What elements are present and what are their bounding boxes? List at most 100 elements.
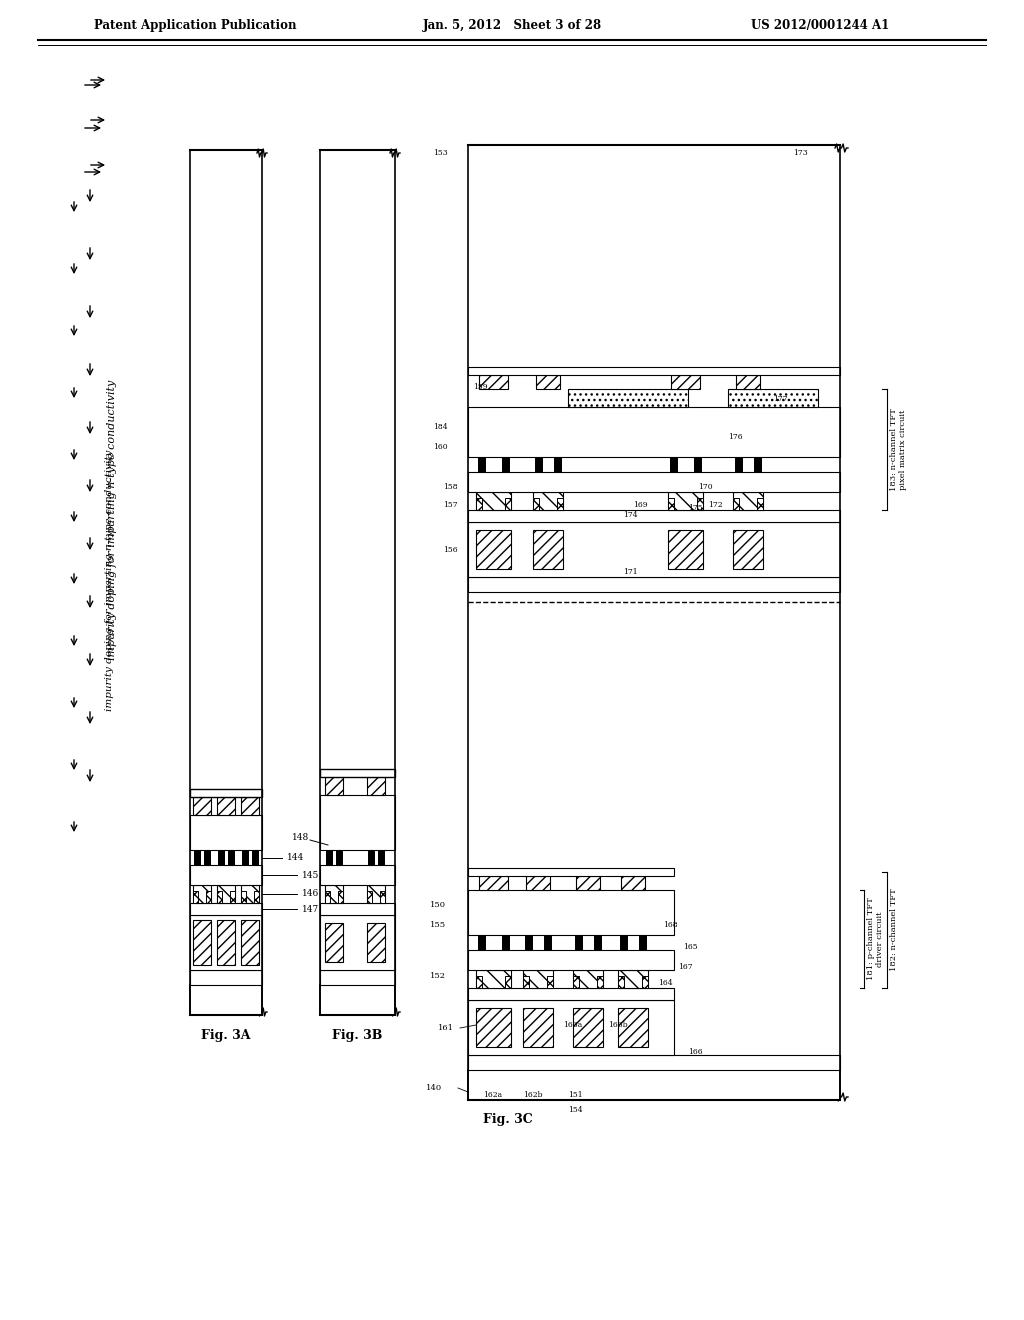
Bar xyxy=(733,492,763,510)
Bar xyxy=(241,891,246,903)
Text: Fig. 3A: Fig. 3A xyxy=(202,1028,251,1041)
Text: 163a: 163a xyxy=(563,1020,583,1030)
Bar xyxy=(468,367,840,375)
Bar xyxy=(325,884,343,903)
Text: 163b: 163b xyxy=(608,1020,628,1030)
Bar xyxy=(190,915,262,970)
Bar xyxy=(378,850,384,865)
Bar xyxy=(476,1008,511,1047)
Bar xyxy=(728,389,818,407)
Text: 145: 145 xyxy=(302,870,319,879)
Bar xyxy=(190,903,262,915)
Bar xyxy=(468,473,840,492)
Bar xyxy=(325,923,343,962)
Bar xyxy=(206,891,211,903)
Bar xyxy=(338,891,343,903)
Bar xyxy=(476,975,482,987)
Bar xyxy=(668,492,703,510)
Bar xyxy=(217,891,222,903)
Bar xyxy=(618,970,648,987)
Text: 175: 175 xyxy=(688,504,702,512)
Bar xyxy=(554,457,561,473)
Bar xyxy=(319,865,395,884)
Bar xyxy=(568,389,688,407)
Bar xyxy=(193,797,211,814)
Bar xyxy=(757,498,763,510)
Text: impurity doping for imparting n-type conductivity: impurity doping for imparting n-type con… xyxy=(105,449,115,710)
Bar xyxy=(479,876,508,890)
Bar xyxy=(193,891,198,903)
Bar xyxy=(526,876,550,890)
Bar xyxy=(468,869,674,876)
Bar xyxy=(697,498,703,510)
Text: 177: 177 xyxy=(773,395,787,403)
Bar xyxy=(639,935,646,950)
Bar xyxy=(319,970,395,985)
Bar xyxy=(668,531,703,569)
Bar xyxy=(319,915,395,970)
Text: Fig. 3B: Fig. 3B xyxy=(332,1028,382,1041)
Bar xyxy=(468,521,840,577)
Bar xyxy=(468,950,674,970)
Bar xyxy=(534,498,539,510)
Bar xyxy=(573,975,579,987)
Bar xyxy=(523,975,529,987)
Bar xyxy=(468,510,840,521)
Bar xyxy=(241,920,259,965)
Bar xyxy=(252,850,258,865)
Text: 161: 161 xyxy=(438,1024,454,1032)
Text: 140: 140 xyxy=(426,1084,442,1092)
Text: 151: 151 xyxy=(568,1092,583,1100)
Bar xyxy=(547,975,553,987)
Text: 166: 166 xyxy=(688,1048,702,1056)
Bar xyxy=(230,891,234,903)
Bar xyxy=(505,498,511,510)
Bar xyxy=(468,890,674,935)
Bar xyxy=(319,795,395,850)
Bar xyxy=(671,375,700,389)
Text: 165: 165 xyxy=(683,942,697,950)
Text: 147: 147 xyxy=(302,904,319,913)
Bar xyxy=(478,457,485,473)
Text: 146: 146 xyxy=(302,890,319,899)
Text: 174: 174 xyxy=(623,511,638,519)
Bar xyxy=(502,457,509,473)
Text: 150: 150 xyxy=(430,902,446,909)
Bar xyxy=(668,498,674,510)
Bar xyxy=(380,891,385,903)
Bar xyxy=(557,498,563,510)
Bar xyxy=(733,531,763,569)
Bar xyxy=(367,891,372,903)
Bar xyxy=(319,770,395,777)
Text: 153: 153 xyxy=(433,149,447,157)
Bar xyxy=(190,985,262,1015)
Bar xyxy=(597,975,603,987)
Bar xyxy=(190,970,262,985)
Text: driver circuit: driver circuit xyxy=(876,911,884,966)
Bar xyxy=(468,1001,674,1055)
Text: 152: 152 xyxy=(430,972,446,979)
Text: 155: 155 xyxy=(430,921,446,929)
Bar xyxy=(523,970,553,987)
Bar xyxy=(228,850,234,865)
Text: Patent Application Publication: Patent Application Publication xyxy=(94,18,296,32)
Text: 171: 171 xyxy=(623,568,638,576)
Bar xyxy=(618,975,624,987)
Text: 170: 170 xyxy=(698,483,713,491)
Bar xyxy=(594,935,601,950)
Text: 176: 176 xyxy=(728,433,742,441)
Bar xyxy=(336,850,342,865)
Bar xyxy=(468,1071,840,1100)
Bar xyxy=(242,850,248,865)
Bar xyxy=(319,903,395,915)
Text: 160: 160 xyxy=(433,444,447,451)
Bar xyxy=(573,1008,603,1047)
Text: 159: 159 xyxy=(473,383,487,391)
Bar xyxy=(217,884,234,903)
Bar xyxy=(694,457,701,473)
Text: 144: 144 xyxy=(287,854,304,862)
Text: 184: 184 xyxy=(433,422,447,432)
Text: 156: 156 xyxy=(443,546,458,554)
Bar xyxy=(468,407,840,457)
Bar xyxy=(319,985,395,1015)
